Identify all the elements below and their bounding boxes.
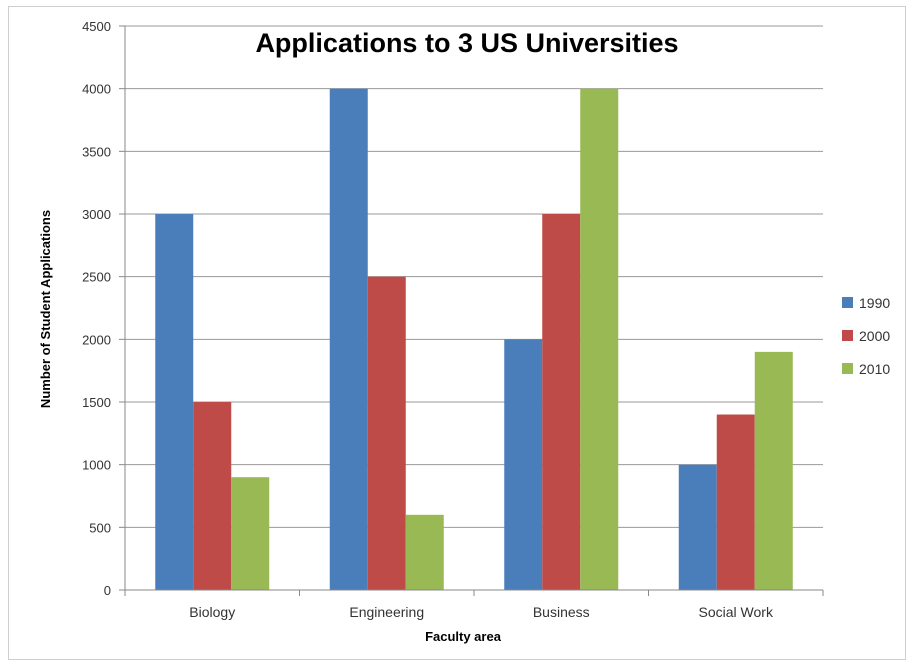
legend-swatch-1990 (842, 297, 853, 308)
bar-1990-engineering (329, 88, 368, 591)
bar-1990-social-work (678, 464, 717, 590)
y-tick-label: 2000 (82, 332, 111, 347)
y-axis-title: Number of Student Applications (38, 210, 53, 408)
bar-2010-social-work (754, 351, 793, 590)
y-tick-label: 0 (104, 583, 111, 598)
y-tick-label: 4500 (82, 19, 111, 34)
x-axis-title: Faculty area (425, 629, 502, 644)
bar-2000-business (542, 214, 581, 590)
legend-swatch-2010 (842, 363, 853, 374)
y-tick-label: 3000 (82, 207, 111, 222)
legend-label-2010: 2010 (859, 361, 890, 377)
bar-2010-engineering (405, 514, 444, 590)
bar-2010-biology (231, 477, 270, 590)
bar-2010-business (580, 88, 619, 591)
y-tick-label: 500 (89, 520, 111, 535)
x-tick-label: Biology (189, 604, 235, 620)
bar-1990-biology (155, 214, 194, 590)
bar-2000-biology (193, 402, 232, 590)
legend-label-2000: 2000 (859, 328, 890, 344)
axes: 0 500 1000 1500 2000 2500 3000 3500 4000 4500 Biol… (82, 19, 824, 620)
x-tick-label: Engineering (349, 604, 424, 620)
bar-1990-business (504, 339, 543, 590)
legend-label-1990: 1990 (859, 295, 890, 311)
bar-2000-engineering (367, 276, 406, 590)
y-tick-label: 2500 (82, 270, 111, 285)
x-tick-label: Social Work (699, 604, 774, 620)
bars (155, 88, 793, 591)
y-tick-label: 1500 (82, 395, 111, 410)
x-tick-label: Business (533, 604, 590, 620)
bar-2000-social-work (716, 414, 755, 590)
legend: 1990 2000 2010 (842, 295, 890, 377)
legend-swatch-2000 (842, 330, 853, 341)
y-tick-label: 4000 (82, 82, 111, 97)
chart-title: Applications to 3 US Universities (255, 28, 678, 58)
y-tick-label: 1000 (82, 458, 111, 473)
y-tick-label: 3500 (82, 144, 111, 159)
